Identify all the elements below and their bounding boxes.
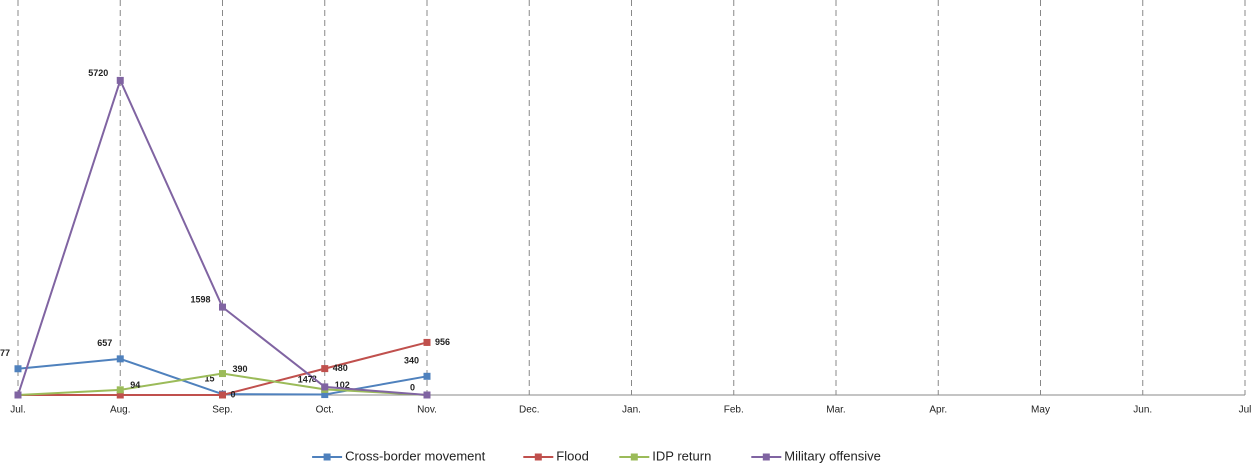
x-tick-label: May (1031, 405, 1050, 416)
data-point (116, 76, 124, 84)
data-point (116, 355, 124, 363)
x-tick-label: Jun. (1133, 405, 1152, 416)
data-label: 5720 (88, 68, 108, 78)
legend-marker (630, 453, 638, 461)
data-point (423, 338, 431, 346)
x-tick-label: Jan. (622, 405, 641, 416)
data-point (14, 391, 22, 399)
legend-label: IDP return (652, 448, 711, 463)
legend-label: Flood (556, 448, 589, 463)
data-point (219, 303, 226, 311)
data-label: 956 (435, 337, 450, 347)
x-tick-label: Dec. (519, 405, 540, 416)
legend-marker (534, 453, 542, 461)
data-label: 657 (97, 338, 112, 348)
data-point (321, 383, 329, 391)
data-point (321, 391, 329, 399)
data-label: 477 (0, 348, 10, 358)
data-label: 0 (231, 389, 236, 399)
data-point (219, 370, 226, 378)
data-point (116, 386, 124, 394)
data-label: 15 (204, 374, 214, 384)
data-point (219, 391, 226, 399)
x-tick-label: Feb. (724, 405, 744, 416)
data-label: 94 (130, 380, 140, 390)
data-point (321, 365, 329, 373)
data-label: 0 (410, 382, 415, 392)
data-label: 340 (404, 356, 419, 366)
series-line (17, 77, 428, 396)
legend-label: Military offensive (784, 448, 881, 463)
x-tick-label: Mar. (826, 405, 845, 416)
data-label: 480 (333, 363, 348, 373)
x-tick-label: Sep. (212, 405, 233, 416)
data-label: 147 (298, 374, 313, 384)
legend-marker (762, 453, 770, 461)
x-tick-label: Oct. (316, 405, 334, 416)
x-tick-label: Apr. (929, 405, 947, 416)
data-point (423, 391, 431, 399)
legend-label: Cross-border movement (345, 448, 486, 463)
x-tick-label: Aug. (110, 405, 131, 416)
data-label: 1598 (190, 294, 210, 304)
data-point (116, 391, 124, 399)
data-label: 390 (233, 364, 248, 374)
legend-marker (323, 453, 331, 461)
x-tick-label: Nov. (417, 405, 437, 416)
x-tick-label: Jul (1239, 405, 1252, 416)
x-tick-label: Jul. (10, 405, 26, 416)
data-label: 102 (335, 380, 350, 390)
data-point (14, 365, 22, 373)
data-point (423, 372, 431, 380)
